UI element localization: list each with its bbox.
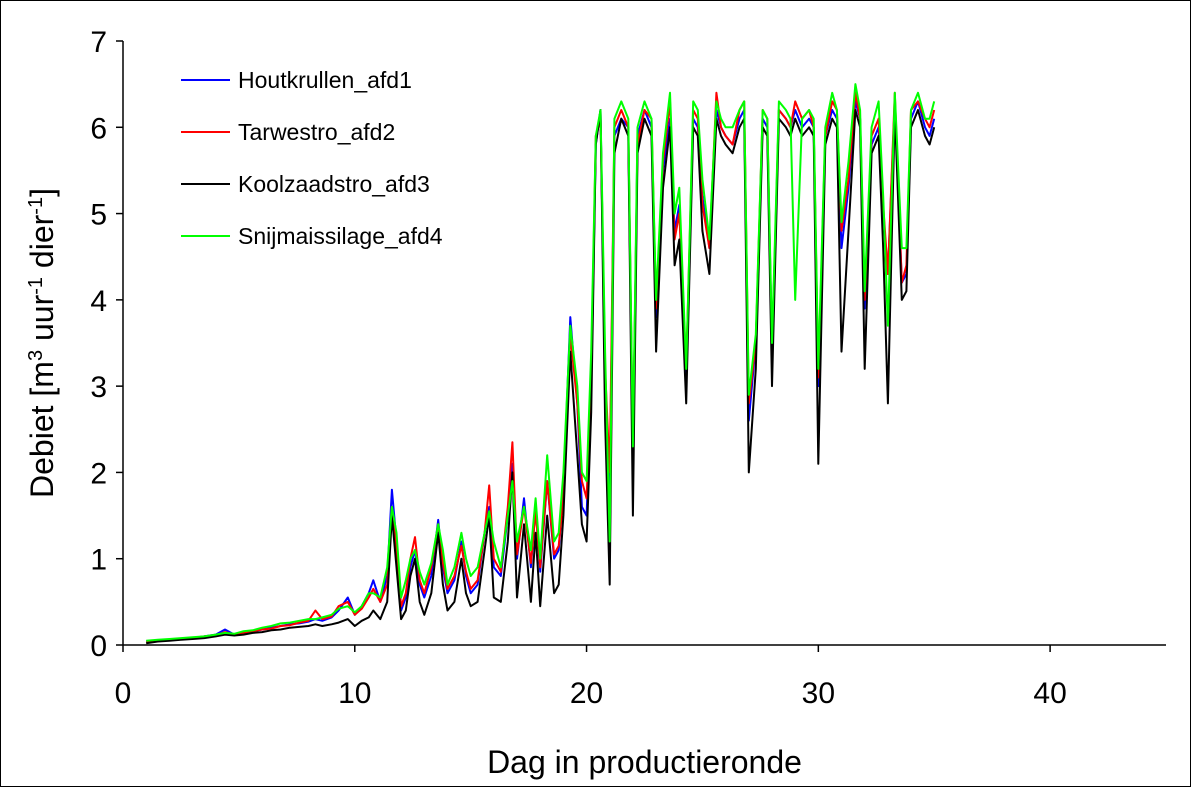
y-axis-title: Debiet [m3 uur-1 dier-1] (24, 188, 60, 498)
legend-label: Snijmaissilage_afd4 (238, 223, 443, 249)
y-tick-label: 3 (90, 371, 107, 404)
series-lines (146, 83, 936, 645)
y-axis-title-part: uur (24, 294, 60, 349)
x-tick-label: 20 (570, 677, 603, 710)
series-line-4 (146, 83, 936, 642)
y-axis-title-part: Debiet [m (24, 361, 60, 498)
x-tick-label: 10 (338, 677, 371, 710)
y-tick-label: 5 (90, 199, 107, 232)
y-ticks: 0 1 2 3 4 5 6 7 (90, 26, 123, 663)
legend-label: Houtkrullen_afd1 (238, 67, 412, 93)
y-axis-title-part: ] (24, 188, 60, 197)
plot-area: 0 1 2 3 4 5 6 7 0 10 20 30 40 (90, 26, 1166, 710)
y-axis-title-superscript: 3 (25, 350, 47, 361)
legend: Houtkrullen_afd1 Tarwestro_afd2 Koolzaadst… (181, 67, 443, 249)
y-axis-title-part: dier (24, 214, 60, 277)
x-tick-label: 30 (802, 677, 835, 710)
y-axis-title-superscript: -1 (25, 197, 47, 215)
y-tick-label: 7 (90, 26, 107, 59)
x-ticks: 0 10 20 30 40 (115, 645, 1067, 710)
legend-label: Koolzaadstro_afd3 (238, 171, 430, 197)
y-tick-label: 4 (90, 285, 107, 318)
y-tick-label: 1 (90, 544, 107, 577)
y-tick-label: 2 (90, 457, 107, 490)
y-tick-label: 6 (90, 112, 107, 145)
y-axis-title-superscript: -1 (25, 277, 47, 295)
x-tick-label: 0 (115, 677, 132, 710)
x-tick-label: 40 (1033, 677, 1066, 710)
y-tick-label: 0 (90, 630, 107, 663)
x-axis-title: Dag in productieronde (487, 744, 802, 780)
legend-label: Tarwestro_afd2 (238, 119, 395, 145)
